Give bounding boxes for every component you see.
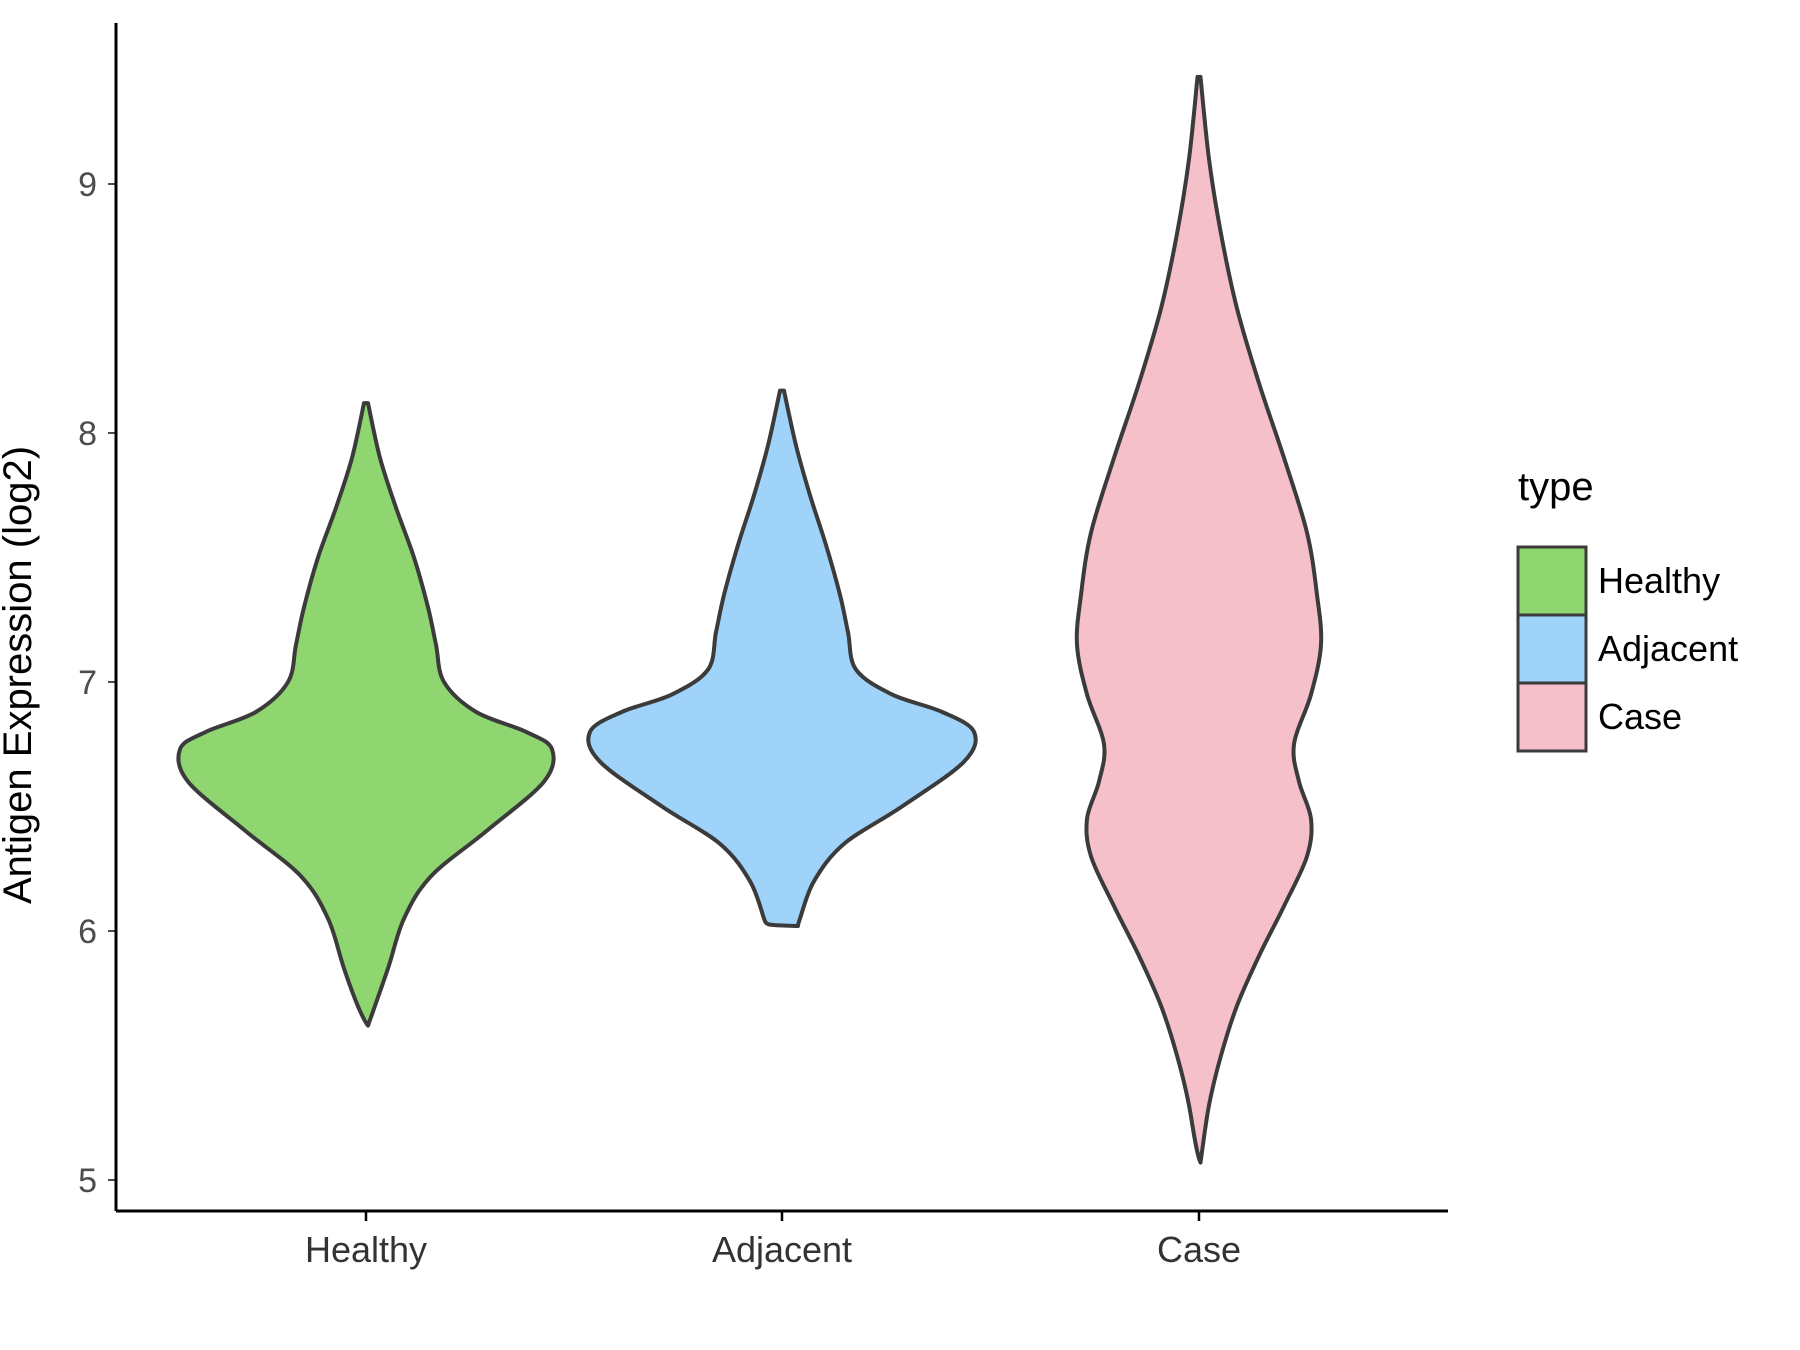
svg-text:Antigen Expression (log2): Antigen Expression (log2) xyxy=(0,446,40,904)
svg-text:Healthy: Healthy xyxy=(1598,560,1720,601)
svg-text:type: type xyxy=(1518,465,1594,509)
svg-text:Adjacent: Adjacent xyxy=(712,1229,852,1270)
svg-text:Healthy: Healthy xyxy=(305,1229,427,1270)
svg-text:5: 5 xyxy=(78,1162,97,1200)
svg-text:9: 9 xyxy=(78,166,97,204)
svg-text:8: 8 xyxy=(78,415,97,453)
svg-text:7: 7 xyxy=(78,664,97,702)
svg-text:Adjacent: Adjacent xyxy=(1598,628,1738,669)
svg-text:6: 6 xyxy=(78,913,97,951)
svg-text:Case: Case xyxy=(1157,1229,1241,1270)
svg-text:Case: Case xyxy=(1598,696,1682,737)
